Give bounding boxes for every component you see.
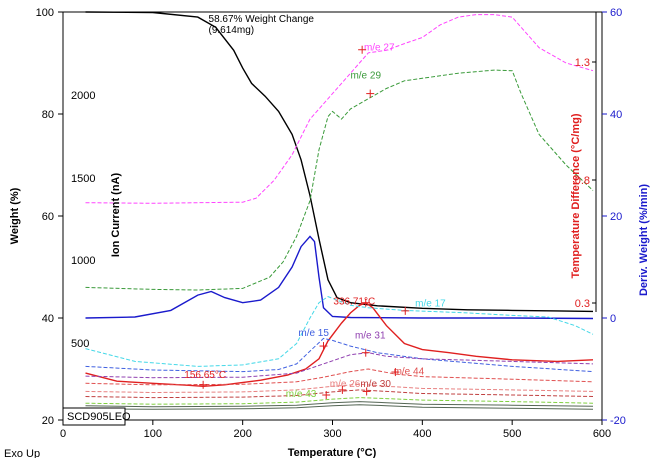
ion-current-tick-label: 500 — [71, 338, 89, 350]
weight-tick-label: 40 — [42, 313, 54, 325]
deriv-weight-tick-label: 60 — [610, 7, 622, 19]
series-me44 — [85, 368, 594, 386]
series-group — [85, 11, 594, 410]
ion-current-tick-label: 2000 — [71, 90, 95, 102]
series-baseline_b — [85, 404, 594, 410]
temp-diff-tick-label: 0.8 — [575, 175, 590, 187]
annotation-me29: m/e 29 — [350, 70, 381, 81]
x-tick-label: 300 — [323, 428, 341, 440]
weight-tick-label: 100 — [36, 7, 54, 19]
temp-diff-tick-label: 0.3 — [575, 298, 590, 310]
series-temp_diff — [85, 301, 594, 388]
annotation-me27: m/e 27 — [364, 42, 395, 53]
weight-tick-label: 20 — [42, 415, 54, 427]
deriv-weight-tick-label: 20 — [610, 211, 622, 223]
ion-current-tick-label: 1500 — [71, 173, 95, 185]
x-tick-label: 400 — [413, 428, 431, 440]
annotation-weight-change-sub: (9.614mg) — [209, 25, 255, 36]
sample-label: SCD905LEO — [67, 411, 131, 423]
series-me26 — [85, 383, 594, 394]
weight-tick-label: 60 — [42, 211, 54, 223]
x-tick-label: 600 — [593, 428, 611, 440]
temp-diff-axis-title: Temperature Difference (°C/mg) — [570, 113, 582, 278]
series-me15 — [85, 337, 594, 373]
annotation-peak-temp: 336.71°C — [333, 297, 375, 308]
annotation-me43: m/e 43 — [286, 389, 317, 400]
plot-area — [62, 11, 603, 421]
annotation-min-temp: 156.65°C — [184, 370, 226, 381]
series-weight — [85, 11, 594, 313]
annotation-me31: m/e 31 — [355, 330, 386, 341]
series-me17 — [85, 296, 594, 367]
annotation-me15: m/e 15 — [298, 328, 329, 339]
x-axis-title: Temperature (°C) — [288, 447, 377, 458]
x-tick-label: 500 — [503, 428, 521, 440]
annotation-weight-change: 58.67% Weight Change — [209, 14, 315, 25]
annotations-group: 58.67% Weight Change(9.614mg) m/e 27 m/e 2… — [184, 14, 446, 400]
plot-frame — [62, 11, 603, 421]
annotation-me30: m/e 30 — [360, 379, 391, 390]
x-tick-label: 0 — [60, 428, 66, 440]
x-tick-label: 200 — [233, 428, 251, 440]
series-me43 — [85, 397, 594, 405]
ion-current-axis-title: Ion Current (nA) — [110, 173, 122, 258]
annotation-me17: m/e 17 — [415, 298, 446, 309]
deriv-weight-tick-label: 40 — [610, 109, 622, 121]
temp-diff-tick-label: 1.3 — [575, 57, 590, 69]
annotation-me26: m/e 26 — [330, 379, 361, 390]
deriv-weight-axis-title: Deriv. Weight (%/min) — [638, 184, 650, 296]
deriv-weight-tick-label: -20 — [610, 415, 626, 427]
sample-label-box — [62, 407, 126, 426]
exo-up-label: Exo Up — [4, 448, 40, 458]
series-me29 — [85, 69, 594, 291]
deriv-weight-tick-label: 0 — [610, 313, 616, 325]
annotation-me44: m/e 44 — [394, 367, 425, 378]
ion-current-tick-label: 1000 — [71, 255, 95, 267]
weight-tick-label: 80 — [42, 109, 54, 121]
series-me27 — [85, 14, 594, 204]
series-baseline_a — [85, 401, 594, 408]
x-tick-label: 100 — [144, 428, 162, 440]
series-me31 — [85, 352, 594, 379]
axes-group: 0 100 200 300 400 500 600204060801005001000150… — [36, 7, 626, 440]
weight-axis-title: Weight (%) — [9, 187, 21, 244]
series-me30 — [85, 389, 594, 399]
